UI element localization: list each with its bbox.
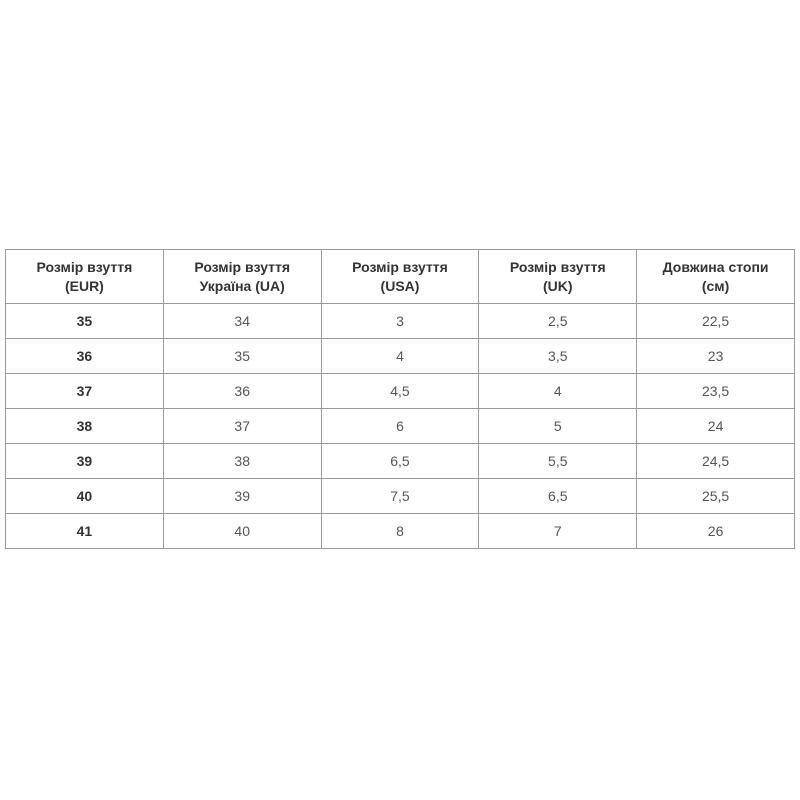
cell-uk: 2,5 — [478, 303, 638, 339]
cell-eur: 35 — [5, 303, 164, 339]
cell-usa: 3 — [320, 303, 480, 339]
cell-eur: 38 — [5, 408, 164, 444]
header-ua: Розмір взуття Україна (UA) — [162, 249, 322, 304]
cell-usa: 7,5 — [320, 478, 480, 514]
cell-usa: 6,5 — [320, 443, 480, 479]
table-row: 40 39 7,5 6,5 25,5 — [5, 478, 795, 514]
header-line: Україна (UA) — [199, 277, 285, 294]
cell-uk: 6,5 — [478, 478, 638, 514]
cell-eur: 39 — [5, 443, 164, 479]
cell-uk: 3,5 — [478, 338, 638, 374]
cell-ua: 40 — [162, 513, 322, 549]
cell-uk: 5,5 — [478, 443, 638, 479]
header-line: Розмір взуття — [194, 258, 291, 275]
cell-foot-length: 26 — [636, 513, 795, 549]
cell-foot-length: 24 — [636, 408, 795, 444]
header-usa: Розмір взуття (USA) — [320, 249, 480, 304]
header-eur: Розмір взуття (EUR) — [5, 249, 164, 304]
cell-eur: 37 — [5, 373, 164, 409]
table-row: 41 40 8 7 26 — [5, 513, 795, 549]
cell-usa: 4,5 — [320, 373, 480, 409]
header-line: Розмір взуття — [352, 258, 448, 275]
cell-eur: 36 — [5, 338, 164, 374]
header-line: (USA) — [380, 277, 420, 294]
cell-usa: 4 — [320, 338, 480, 374]
table-row: 37 36 4,5 4 23,5 — [5, 373, 795, 409]
cell-uk: 7 — [478, 513, 638, 549]
cell-ua: 34 — [162, 303, 322, 339]
cell-uk: 5 — [478, 408, 638, 444]
cell-eur: 41 — [5, 513, 164, 549]
header-uk: Розмір взуття (UK) — [478, 249, 638, 304]
cell-ua: 35 — [162, 338, 322, 374]
header-foot-length: Довжина стопи (см) — [636, 249, 795, 304]
header-line: Довжина стопи — [662, 258, 769, 275]
table-row: 35 34 3 2,5 22,5 — [5, 303, 795, 339]
shoe-size-table: Розмір взуття (EUR) Розмір взуття Україна (… — [5, 249, 795, 549]
cell-usa: 6 — [320, 408, 480, 444]
cell-foot-length: 25,5 — [636, 478, 795, 514]
header-line: (EUR) — [64, 277, 104, 294]
table-row: 39 38 6,5 5,5 24,5 — [5, 443, 795, 479]
cell-foot-length: 23 — [636, 338, 795, 374]
header-line: Розмір взуття — [509, 258, 606, 275]
header-line: (UK) — [543, 277, 573, 294]
table-row: 36 35 4 3,5 23 — [5, 338, 795, 374]
cell-ua: 37 — [162, 408, 322, 444]
header-line: (см) — [701, 277, 730, 294]
cell-ua: 36 — [162, 373, 322, 409]
cell-eur: 40 — [5, 478, 164, 514]
cell-usa: 8 — [320, 513, 480, 549]
cell-foot-length: 22,5 — [636, 303, 795, 339]
cell-uk: 4 — [478, 373, 638, 409]
cell-foot-length: 23,5 — [636, 373, 795, 409]
header-row: Розмір взуття (EUR) Розмір взуття Україна (… — [5, 249, 795, 304]
cell-ua: 38 — [162, 443, 322, 479]
cell-foot-length: 24,5 — [636, 443, 795, 479]
header-line: Розмір взуття — [36, 258, 133, 275]
cell-ua: 39 — [162, 478, 322, 514]
table-row: 38 37 6 5 24 — [5, 408, 795, 444]
